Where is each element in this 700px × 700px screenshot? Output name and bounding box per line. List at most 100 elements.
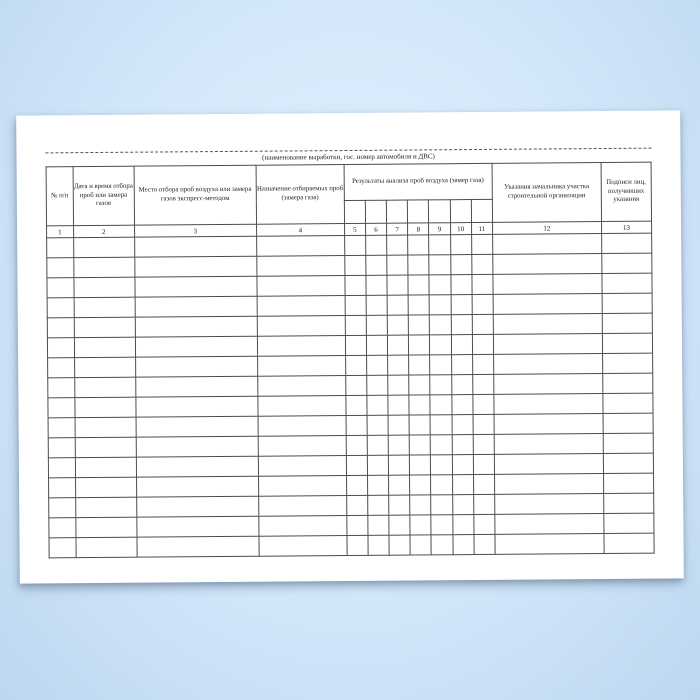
empty-cell <box>136 516 259 538</box>
empty-cell <box>46 277 74 298</box>
empty-cell <box>366 375 388 396</box>
empty-cell <box>408 374 431 396</box>
empty-cell <box>451 414 473 435</box>
empty-cell <box>601 273 653 294</box>
empty-cell <box>367 435 389 456</box>
column-number: 1 <box>46 225 74 238</box>
empty-cell <box>602 353 653 374</box>
subcolumn-header-cell <box>365 199 387 224</box>
empty-cell <box>73 317 136 338</box>
empty-cell <box>366 315 388 336</box>
empty-cell <box>345 435 368 456</box>
empty-cell <box>429 334 452 355</box>
subcolumn-header-cell <box>428 199 451 223</box>
empty-cell <box>345 355 367 376</box>
empty-cell <box>256 275 345 297</box>
empty-cell <box>388 515 411 536</box>
empty-cell <box>473 474 495 495</box>
sheet-content: (наименование выработки, гос. номер авто… <box>16 110 683 558</box>
empty-cell <box>430 494 453 515</box>
empty-cell <box>258 515 347 537</box>
empty-cell <box>386 275 409 296</box>
header-group-analysis-results: Результаты анализа проб воздуха (замер г… <box>343 163 493 201</box>
empty-cell <box>48 517 76 538</box>
column-number: 11 <box>471 222 493 235</box>
empty-cell <box>135 356 258 378</box>
empty-cell <box>429 314 451 335</box>
empty-cell <box>408 354 431 376</box>
empty-cell <box>471 254 493 275</box>
empty-cell <box>603 533 655 554</box>
empty-cell <box>367 495 389 516</box>
empty-cell <box>134 256 257 278</box>
empty-cell <box>257 355 346 377</box>
empty-cell <box>258 455 347 477</box>
empty-cell <box>409 494 432 516</box>
empty-cell <box>602 393 654 414</box>
header-col-date-time: Дата и время отбора проб или замера газо… <box>72 166 135 226</box>
empty-cell <box>388 495 410 516</box>
empty-cell <box>47 377 75 398</box>
empty-cell <box>430 414 452 435</box>
empty-cell <box>472 434 495 455</box>
empty-cell <box>47 317 75 338</box>
empty-cell <box>471 274 493 295</box>
empty-cell <box>603 453 654 474</box>
column-number: 7 <box>386 223 408 236</box>
empty-cell <box>429 254 451 275</box>
empty-cell <box>430 474 453 495</box>
empty-cell <box>471 234 493 255</box>
empty-cell <box>344 275 366 296</box>
empty-cell <box>135 416 259 438</box>
empty-cell <box>136 536 260 558</box>
empty-cell <box>429 274 451 295</box>
empty-cell <box>387 355 409 376</box>
empty-cell <box>409 394 431 416</box>
empty-cell <box>450 254 472 275</box>
empty-cell <box>366 395 389 416</box>
empty-cell <box>452 494 474 515</box>
empty-cell <box>74 457 137 478</box>
empty-cell <box>429 354 452 375</box>
empty-cell <box>472 394 494 415</box>
column-number: 3 <box>134 224 257 238</box>
empty-cell <box>450 294 472 315</box>
empty-cell <box>256 255 345 277</box>
empty-cell <box>471 314 494 335</box>
empty-cell <box>494 493 604 515</box>
empty-cell <box>345 415 368 436</box>
empty-cell <box>134 276 258 298</box>
empty-cell <box>451 374 473 395</box>
empty-cell <box>471 294 494 315</box>
empty-cell <box>73 297 135 318</box>
empty-cell <box>258 435 346 457</box>
empty-cell <box>136 496 259 518</box>
empty-cell <box>407 254 430 276</box>
empty-cell <box>450 314 473 335</box>
empty-cell <box>135 376 258 398</box>
empty-cell <box>603 473 654 494</box>
empty-cell <box>73 257 135 278</box>
subcolumn-header-cell <box>471 198 493 223</box>
header-col-chief-instructions: Указания начальника участка строительной… <box>491 162 602 223</box>
empty-cell <box>494 533 604 555</box>
empty-cell <box>409 434 431 456</box>
empty-cell <box>258 535 347 557</box>
empty-cell <box>601 233 652 254</box>
column-number: 4 <box>256 223 345 237</box>
header-col-number: № п/п <box>46 166 74 226</box>
empty-cell <box>603 513 654 534</box>
empty-cell <box>431 514 453 535</box>
table-body <box>46 233 655 558</box>
empty-cell <box>346 495 368 516</box>
empty-cell <box>388 455 410 476</box>
column-number: 8 <box>407 222 429 236</box>
empty-cell <box>73 237 135 258</box>
subcolumn-header-cell <box>449 199 472 223</box>
empty-cell <box>135 436 259 458</box>
empty-cell <box>472 414 495 435</box>
empty-cell <box>431 534 453 555</box>
empty-cell <box>74 417 136 438</box>
empty-cell <box>408 314 430 336</box>
empty-cell <box>365 275 388 296</box>
